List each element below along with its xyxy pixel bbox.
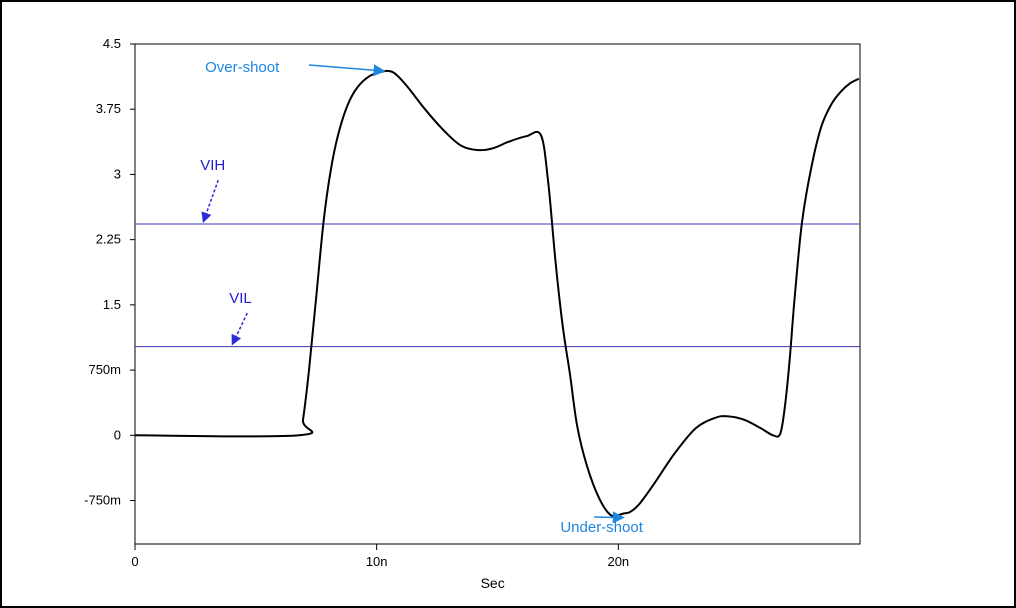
y-tick-label: 0 <box>114 427 121 442</box>
x-tick-label: 0 <box>131 554 138 569</box>
signal-waveform-line <box>134 69 860 518</box>
x-tick-label: 10n <box>366 554 388 569</box>
annotation-under-shoot: Under-shoot <box>560 519 643 536</box>
annotation-arrow-under-shoot <box>594 511 625 524</box>
reference-label-vih: VIH <box>200 157 225 174</box>
y-tick-label: 3.75 <box>96 101 121 116</box>
annotation-over-shoot: Over-shoot <box>205 59 280 76</box>
y-tick-label: 4.5 <box>103 36 121 51</box>
plot-area <box>134 43 861 545</box>
x-axis-label: Sec <box>481 575 505 591</box>
line-chart: 4.5 3.75 3 2.25 1.5 750m 0 -750m 0 10n 20n Sec VIH VI… <box>84 36 861 591</box>
annotation-arrow-over-shoot <box>308 64 386 77</box>
reference-pointer-arrow <box>201 179 219 223</box>
reference-pointer-arrow <box>231 312 248 346</box>
y-tick-label: 750m <box>88 362 121 377</box>
y-tick-label: 1.5 <box>103 297 121 312</box>
x-tick-label: 20n <box>607 554 629 569</box>
y-tick-label: 3 <box>114 166 121 181</box>
reference-label-vil: VIL <box>229 290 252 307</box>
y-tick-label: 2.25 <box>96 232 121 247</box>
y-tick-label: -750m <box>84 493 121 508</box>
